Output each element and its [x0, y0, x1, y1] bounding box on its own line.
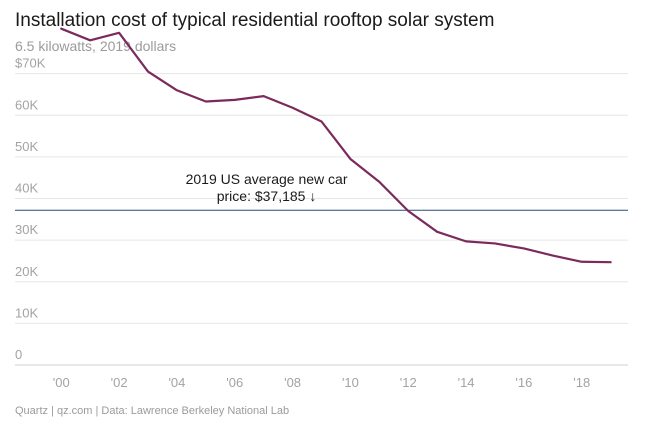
y-tick-label: 0	[15, 347, 22, 362]
x-tick-label: '08	[284, 375, 301, 390]
x-tick-label: '00	[53, 375, 70, 390]
x-tick-label: '18	[573, 375, 590, 390]
y-tick-label: 50K	[15, 139, 38, 154]
reference-annotation-line2: price: $37,185 ↓	[217, 188, 317, 204]
x-tick-label: '06	[226, 375, 243, 390]
x-tick-label: '12	[400, 375, 417, 390]
series-points	[61, 28, 611, 263]
source-note: Quartz | qz.com | Data: Lawrence Berkele…	[15, 405, 290, 417]
chart-title: Installation cost of typical residential…	[15, 10, 495, 31]
y-tick-label: 30K	[15, 222, 38, 237]
y-tick-label: 60K	[15, 97, 38, 112]
y-tick-label: 20K	[15, 264, 38, 279]
x-axis-ticks: '00 '02 '04 '06 '08 '10 '12 '14 '16 '18	[53, 375, 590, 390]
x-tick-label: '10	[342, 375, 359, 390]
x-tick-label: '16	[515, 375, 532, 390]
y-tick-label: $70K	[15, 56, 46, 71]
reference-annotation-line1: 2019 US average new car	[186, 171, 348, 187]
y-tick-label: 10K	[15, 305, 38, 320]
series-line-installation-cost	[60, 27, 612, 264]
x-tick-label: '14	[458, 375, 475, 390]
x-tick-label: '04	[168, 375, 185, 390]
chart-subtitle: 6.5 kilowatts, 2019 dollars	[15, 38, 177, 54]
x-tick-label: '02	[111, 375, 128, 390]
y-axis-ticks: 0 10K 20K 30K 40K 50K 60K $70K	[15, 56, 46, 362]
grid-lines	[15, 73, 628, 366]
y-tick-label: 40K	[15, 181, 38, 196]
